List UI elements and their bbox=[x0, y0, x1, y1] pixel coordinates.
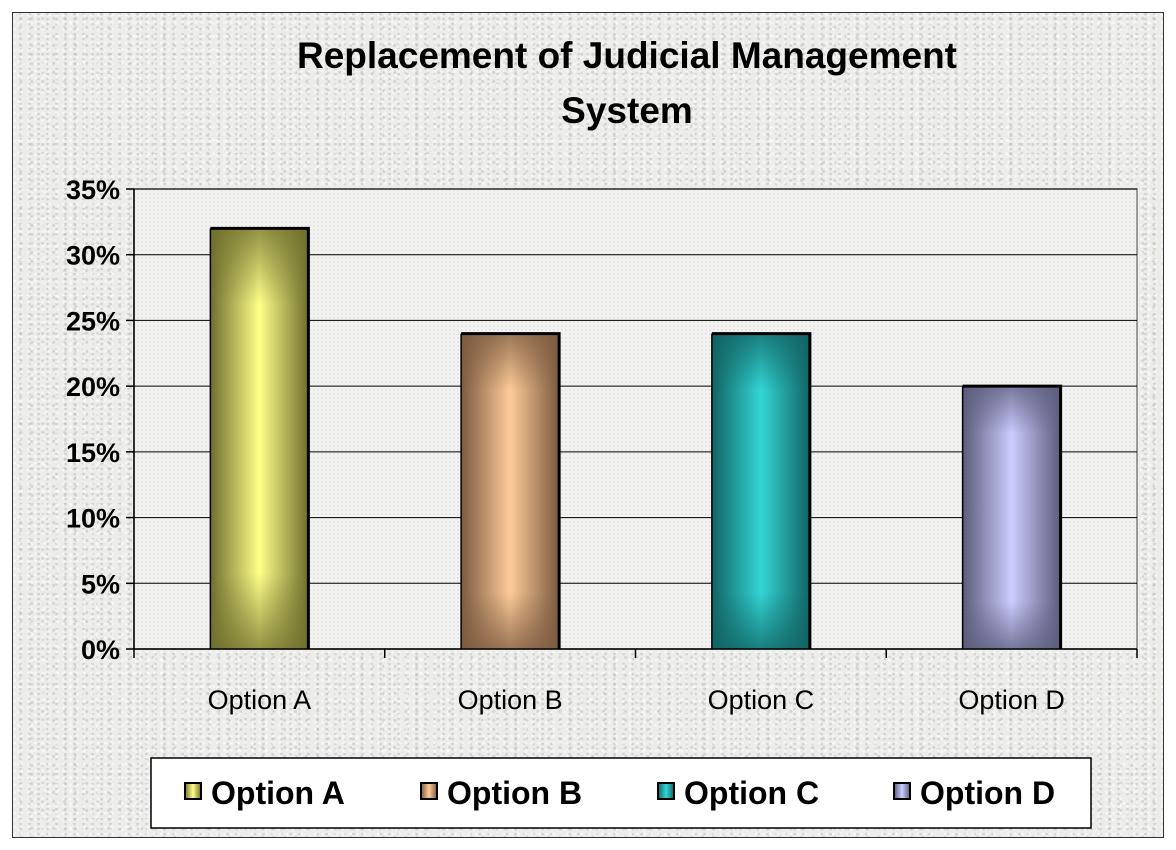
legend-label: Option A bbox=[211, 775, 345, 811]
y-tick-label: 30% bbox=[66, 241, 120, 271]
y-tick-label: 25% bbox=[66, 306, 120, 336]
bar-shading bbox=[711, 333, 810, 649]
bar-edge bbox=[962, 384, 1063, 649]
y-tick-label: 35% bbox=[66, 175, 120, 205]
x-category-label: Option A bbox=[208, 685, 312, 715]
legend-label: Option B bbox=[447, 775, 582, 811]
x-category-label: Option C bbox=[708, 685, 815, 715]
bar-edge bbox=[461, 332, 561, 649]
legend-swatch bbox=[184, 782, 202, 800]
bar-shading bbox=[962, 386, 1061, 649]
axes bbox=[126, 188, 1138, 658]
chart-title-line-1: Replacement of Judicial Management bbox=[297, 35, 957, 76]
legend-swatch bbox=[657, 782, 675, 800]
bar-chart: Replacement of Judicial Management Syste… bbox=[66, 35, 1138, 829]
bar-edge bbox=[210, 226, 310, 649]
y-tick-label: 0% bbox=[81, 635, 120, 665]
y-tick-label: 10% bbox=[66, 504, 120, 534]
legend-label: Option D bbox=[920, 775, 1055, 811]
bar-edge bbox=[711, 332, 812, 649]
y-axis-tick-labels: 0% 5% 10% 15% 20% 25% 30% 35% bbox=[66, 175, 120, 665]
legend-box bbox=[150, 757, 1092, 829]
legend-label: Option C bbox=[684, 775, 819, 811]
bar-shading bbox=[461, 333, 560, 649]
bars bbox=[209, 226, 1063, 649]
chart-title-line-2: System bbox=[561, 90, 693, 131]
y-tick-label: 15% bbox=[66, 438, 120, 468]
x-category-label: Option D bbox=[958, 685, 1065, 715]
y-tick-label: 5% bbox=[81, 569, 120, 599]
x-category-label: Option B bbox=[458, 685, 563, 715]
legend: Option A Option B Option C Option D bbox=[150, 757, 1092, 829]
legend-swatch bbox=[893, 782, 911, 800]
bar-shading bbox=[210, 228, 309, 649]
chart-area: Replacement of Judicial Management Syste… bbox=[12, 12, 1164, 838]
y-tick-label: 20% bbox=[66, 372, 120, 402]
legend-swatch bbox=[420, 782, 438, 800]
x-axis-category-labels: Option A Option B Option C Option D bbox=[208, 685, 1065, 715]
